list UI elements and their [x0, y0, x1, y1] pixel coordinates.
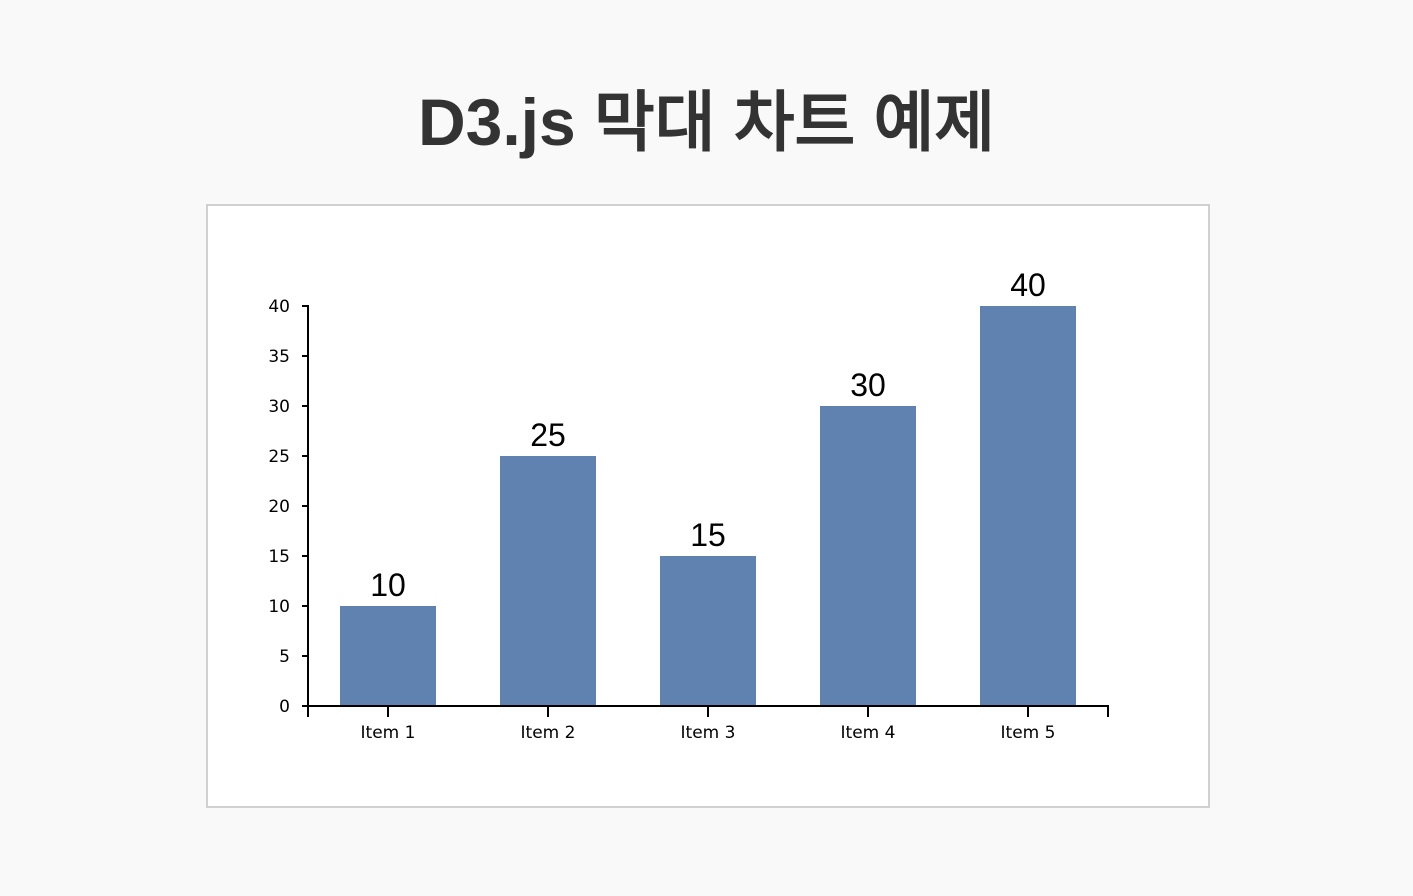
x-tick-label-4: Item 4 — [841, 723, 896, 743]
data-label-3: 15 — [690, 517, 726, 553]
x-tick-label-3: Item 3 — [681, 723, 736, 743]
bar-4 — [820, 406, 916, 706]
bar-3 — [660, 556, 756, 706]
x-tick-label-2: Item 2 — [521, 723, 576, 743]
bar-chart: 10 25 15 30 40 0 5 10 15 20 25 30 35 40 Item 1 Item 2 It… — [268, 267, 1109, 743]
y-tick-label-15: 15 — [268, 547, 290, 567]
y-tick-label-20: 20 — [268, 497, 290, 517]
x-tick-label-5: Item 5 — [1001, 723, 1056, 743]
page-title: D3.js 막대 차트 예제 — [417, 85, 996, 159]
y-tick-label-25: 25 — [268, 447, 290, 467]
bar-5 — [980, 306, 1076, 706]
bar-1 — [340, 606, 436, 706]
data-label-4: 30 — [850, 367, 886, 403]
y-tick-label-0: 0 — [279, 697, 290, 717]
y-tick-label-10: 10 — [268, 597, 290, 617]
y-tick-label-35: 35 — [268, 347, 290, 367]
data-label-5: 40 — [1010, 267, 1046, 303]
data-label-1: 10 — [370, 567, 406, 603]
y-tick-label-40: 40 — [268, 297, 290, 317]
bar-2 — [500, 456, 596, 706]
y-tick-label-30: 30 — [268, 397, 290, 417]
data-label-2: 25 — [530, 417, 566, 453]
x-tick-label-1: Item 1 — [361, 723, 416, 743]
y-tick-label-5: 5 — [279, 647, 290, 667]
chart-container: 10 25 15 30 40 0 5 10 15 20 25 30 35 40 Item 1 Item 2 It… — [206, 204, 1210, 808]
